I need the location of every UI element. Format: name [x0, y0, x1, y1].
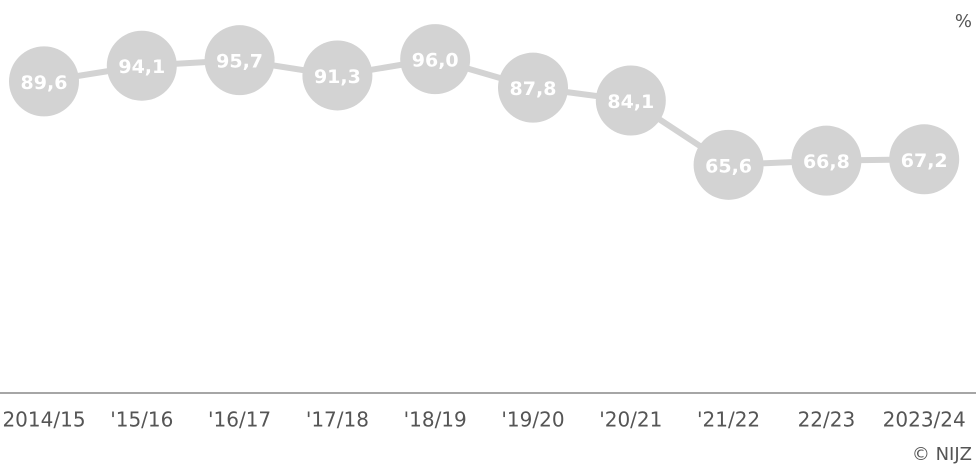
value-label: 96,0: [412, 50, 459, 72]
x-tick-label: 22/23: [798, 408, 856, 432]
point-marker: [106, 30, 177, 101]
x-tick-label: '17/18: [306, 408, 369, 432]
point-marker: [595, 65, 666, 136]
x-tick-label: '20/21: [599, 408, 662, 432]
point-marker: [302, 40, 373, 111]
value-label: 94,1: [118, 56, 165, 78]
x-tick-label: 2023/24: [883, 408, 966, 432]
point-marker: [400, 24, 471, 95]
x-tick-label: '19/20: [501, 408, 564, 432]
point-marker: [498, 52, 568, 123]
value-label: 87,8: [510, 78, 557, 100]
x-tick-label: '15/16: [110, 408, 173, 432]
x-tick-label: '16/17: [208, 408, 271, 432]
unit-label: %: [955, 11, 972, 32]
value-label: 66,8: [803, 151, 850, 173]
point-marker: [693, 129, 764, 200]
value-label: 65,6: [705, 155, 752, 177]
series-line: [43, 56, 925, 168]
x-tick-label: '18/19: [404, 408, 467, 432]
point-marker: [889, 124, 960, 195]
point-marker: [791, 125, 862, 196]
point-marker: [204, 25, 275, 96]
value-label: 89,6: [21, 72, 68, 94]
source-label: © NIJZ: [912, 444, 972, 465]
point-marker: [9, 46, 79, 117]
value-label: 67,2: [901, 150, 948, 172]
value-label: 95,7: [216, 51, 263, 73]
value-label: 91,3: [314, 66, 361, 88]
x-tick-label: '21/22: [697, 408, 760, 432]
value-label: 84,1: [607, 91, 654, 113]
x-tick-label: 2014/15: [2, 408, 85, 432]
